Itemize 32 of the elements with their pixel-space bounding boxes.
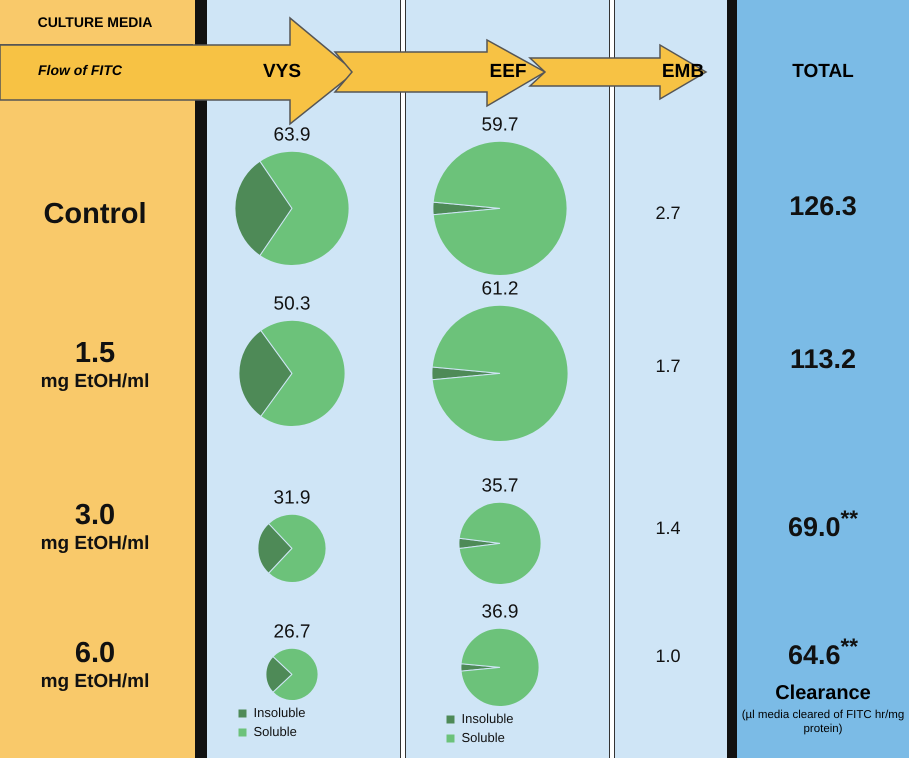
- text: 1.7: [655, 356, 681, 376]
- chart-title: 63.9: [274, 124, 310, 146]
- text: Clearance: [774, 682, 872, 705]
- legend-label: Insoluble: [254, 705, 306, 720]
- category-label: 6.0 mg EtOH/ml: [40, 637, 150, 692]
- legend-label: Soluble: [254, 724, 297, 740]
- legend-label: Insoluble: [462, 711, 514, 726]
- category-label: VYS: [262, 61, 302, 83]
- category-label: TOTAL: [791, 61, 855, 83]
- text: 126.3: [789, 191, 857, 222]
- text: 113.2: [790, 344, 856, 374]
- category-label: 3.0 mg EtOH/ml: [40, 499, 150, 554]
- category-label: 1.5 mg EtOH/ml: [40, 337, 150, 392]
- chart-title: 36.9: [482, 602, 518, 623]
- text: 69.0$^{**}$: [788, 506, 858, 542]
- legend-label: Soluble: [462, 730, 505, 746]
- text: 64.6$^{**}$: [788, 634, 858, 670]
- text: CULTURE MEDIA: [36, 14, 154, 30]
- chart-title: 31.9: [274, 488, 310, 509]
- text: Flow of FITC: [38, 62, 122, 78]
- category-label: EEF: [488, 61, 528, 83]
- chart-title: 35.7: [482, 476, 518, 497]
- text: (µl media cleared of FITC hr/mg protein): [740, 708, 906, 736]
- chart-title: 61.2: [482, 278, 518, 300]
- text: 1.0: [655, 646, 681, 666]
- chart-title: 26.7: [274, 622, 310, 643]
- category-label: Control: [43, 198, 147, 230]
- text: 2.7: [655, 203, 681, 224]
- chart-title: 50.3: [274, 294, 310, 315]
- category-label: EMB: [660, 61, 706, 83]
- text: 1.4: [655, 518, 681, 538]
- chart-title: 59.7: [482, 114, 518, 136]
